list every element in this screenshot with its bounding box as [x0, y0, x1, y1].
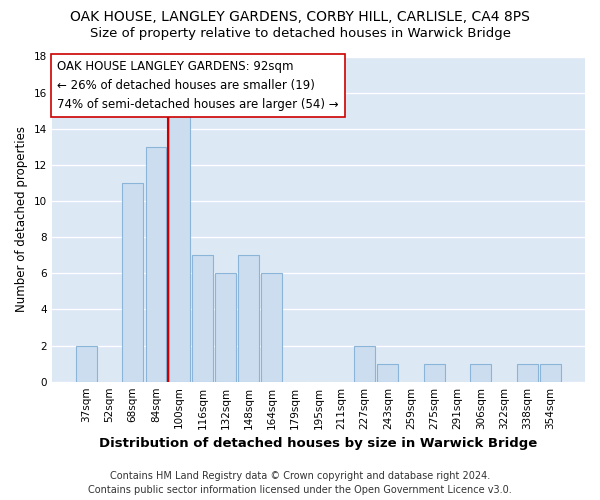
Bar	[76, 346, 97, 382]
Bar	[377, 364, 398, 382]
Y-axis label: Number of detached properties: Number of detached properties	[15, 126, 28, 312]
Bar	[146, 147, 166, 382]
Bar	[192, 255, 213, 382]
Bar	[122, 183, 143, 382]
Bar	[354, 346, 375, 382]
Bar	[540, 364, 561, 382]
Bar	[424, 364, 445, 382]
Text: Contains HM Land Registry data © Crown copyright and database right 2024.
Contai: Contains HM Land Registry data © Crown c…	[88, 471, 512, 495]
Text: OAK HOUSE LANGLEY GARDENS: 92sqm
← 26% of detached houses are smaller (19)
74% o: OAK HOUSE LANGLEY GARDENS: 92sqm ← 26% o…	[57, 60, 338, 111]
Text: OAK HOUSE, LANGLEY GARDENS, CORBY HILL, CARLISLE, CA4 8PS: OAK HOUSE, LANGLEY GARDENS, CORBY HILL, …	[70, 10, 530, 24]
Bar	[215, 274, 236, 382]
Bar	[517, 364, 538, 382]
Bar	[169, 110, 190, 382]
Bar	[262, 274, 283, 382]
Text: Size of property relative to detached houses in Warwick Bridge: Size of property relative to detached ho…	[89, 28, 511, 40]
Bar	[238, 255, 259, 382]
Bar	[470, 364, 491, 382]
X-axis label: Distribution of detached houses by size in Warwick Bridge: Distribution of detached houses by size …	[99, 437, 538, 450]
